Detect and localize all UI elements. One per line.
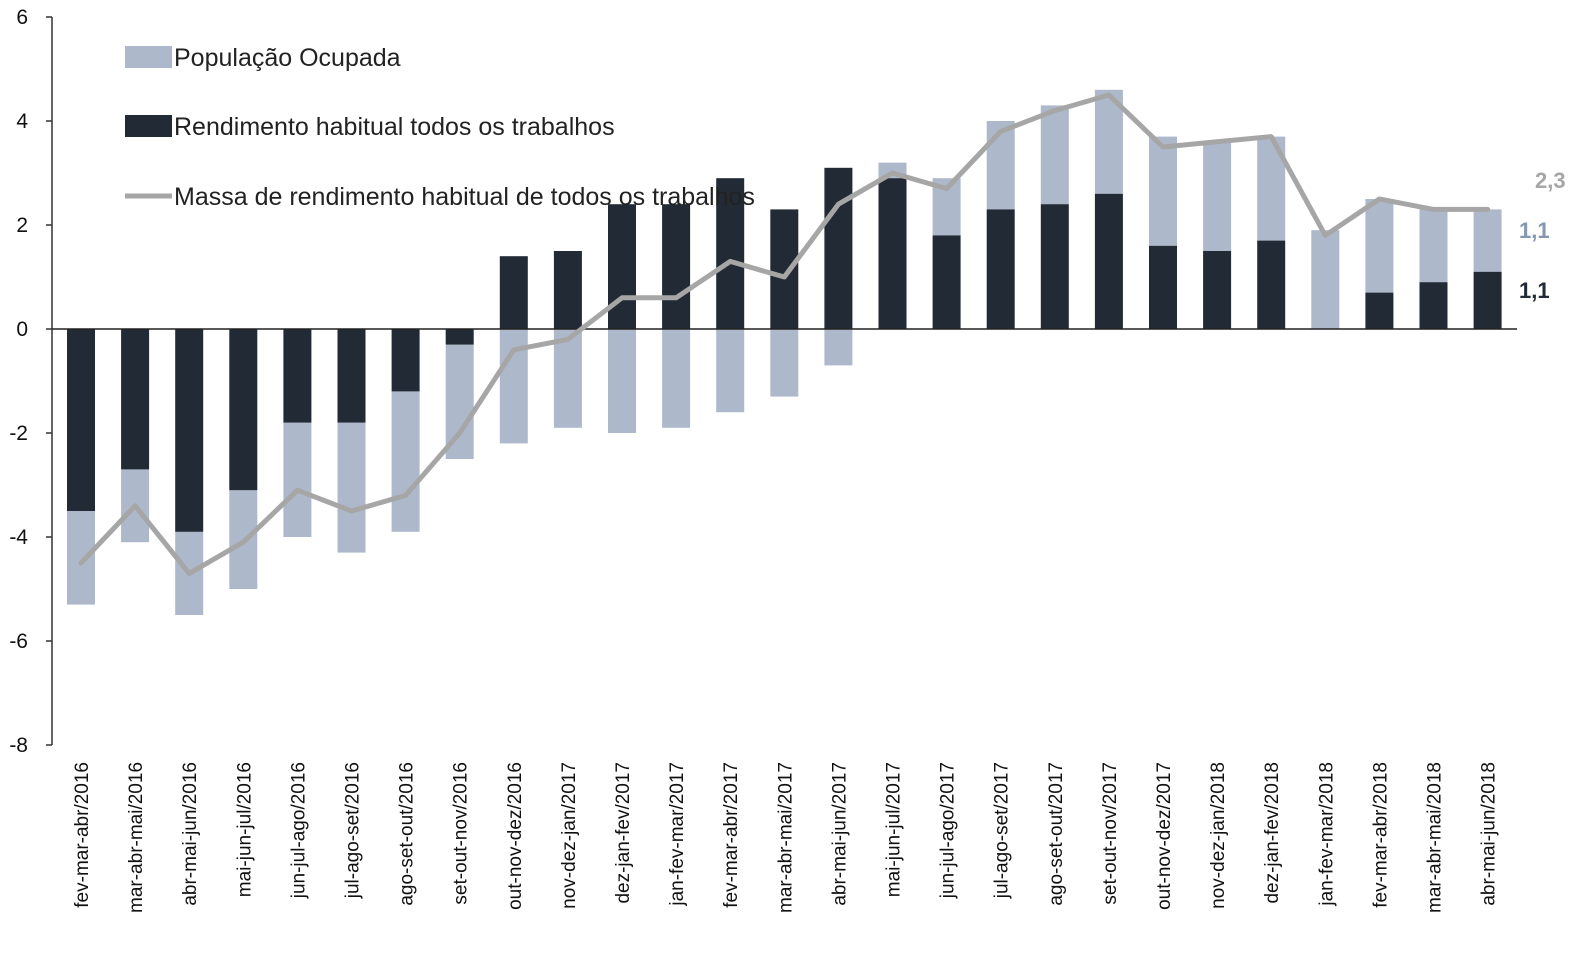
- bar-rendimento: [716, 178, 745, 329]
- end-label-rendimento: 1,1: [1519, 278, 1550, 303]
- x-category-label: mar-abr-mai/2018: [1425, 762, 1446, 913]
- bar-rendimento: [1094, 193, 1123, 329]
- bar-populacao: [1203, 141, 1232, 251]
- x-category-label: jan-fev-mar/2018: [1316, 762, 1337, 907]
- legend-label-rendimento: Rendimento habitual todos os trabalhos: [174, 113, 615, 141]
- bar-rendimento: [499, 256, 528, 329]
- x-category-label: set-out-nov/2016: [451, 762, 472, 905]
- x-category-label: nov-dez-jan/2018: [1208, 762, 1229, 909]
- bar-rendimento: [175, 329, 204, 532]
- bar-populacao: [1311, 230, 1340, 329]
- bar-populacao: [824, 329, 853, 366]
- bar-rendimento: [770, 209, 799, 329]
- bar-rendimento: [391, 329, 420, 392]
- bar-populacao: [391, 391, 420, 532]
- bar-rendimento: [283, 329, 312, 423]
- legend-label-massa: Massa de rendimento habitual de todos os…: [174, 183, 755, 211]
- x-category-label: abr-mai-jun/2018: [1479, 762, 1500, 906]
- bar-rendimento: [878, 178, 907, 329]
- x-category-label: nov-dez-jan/2017: [559, 762, 580, 909]
- y-tick-label: -2: [9, 422, 28, 445]
- x-category-label: out-nov-dez/2017: [1154, 762, 1175, 910]
- y-tick-label: 4: [16, 110, 28, 133]
- x-category-label: abr-mai-jun/2017: [829, 762, 850, 906]
- y-tick-label: 0: [16, 318, 28, 341]
- x-category-label: fev-mar-abr/2018: [1370, 762, 1391, 908]
- bar-populacao: [716, 329, 745, 413]
- x-category-label: out-nov-dez/2016: [505, 762, 526, 910]
- end-label-massa: 2,3: [1535, 168, 1566, 193]
- bar-rendimento: [1040, 204, 1069, 329]
- end-label-populacao: 1,1: [1519, 218, 1550, 243]
- x-category-label: jul-ago-set/2016: [343, 762, 364, 899]
- bar-rendimento: [1257, 240, 1286, 329]
- bar-rendimento: [229, 329, 258, 491]
- x-category-label: fev-mar-abr/2017: [721, 762, 742, 908]
- bar-populacao: [662, 329, 691, 428]
- x-category-label: ago-set-out/2016: [397, 762, 418, 906]
- bar-populacao: [1149, 136, 1177, 246]
- y-tick-label: -6: [9, 630, 28, 653]
- x-category-label: dez-jan-fev/2018: [1262, 762, 1283, 904]
- bar-populacao: [986, 121, 1015, 210]
- legend-swatch-populacao: [125, 46, 172, 68]
- x-category-label: ago-set-out/2017: [1046, 762, 1067, 906]
- bar-rendimento: [1203, 251, 1232, 329]
- x-category-label: mai-jun-jul/2016: [234, 762, 255, 897]
- bar-populacao: [608, 329, 636, 433]
- bar-rendimento: [1149, 245, 1177, 329]
- bar-populacao: [337, 422, 366, 553]
- bar-rendimento: [1365, 292, 1394, 329]
- legend-swatch-rendimento: [125, 115, 172, 137]
- bar-rendimento: [662, 204, 691, 329]
- bar-populacao: [283, 422, 312, 537]
- bar-rendimento: [824, 167, 853, 329]
- y-tick-label: -4: [9, 526, 28, 549]
- bar-rendimento: [1419, 282, 1448, 329]
- x-category-label: abr-mai-jun/2016: [180, 762, 201, 906]
- series-massa-rendimento: [78, 92, 1491, 576]
- bar-populacao: [1365, 199, 1394, 293]
- bar-populacao: [770, 329, 799, 397]
- bar-populacao: [1419, 209, 1448, 283]
- legend-label-populacao: População Ocupada: [174, 44, 401, 72]
- x-category-label: fev-mar-abr/2016: [72, 762, 93, 908]
- x-category-label: jul-ago-set/2017: [992, 762, 1013, 899]
- y-axis: 6 4 2 0 -2 -4 -6 -8: [9, 6, 53, 757]
- bars-populacao-ocupada: [67, 89, 1502, 615]
- y-tick-label: 2: [16, 214, 28, 237]
- x-category-label: jan-fev-mar/2017: [667, 762, 688, 907]
- x-category-label: mar-abr-mai/2016: [126, 762, 147, 913]
- x-category-label: set-out-nov/2017: [1100, 762, 1121, 905]
- x-category-label: dez-jan-fev/2017: [613, 762, 634, 904]
- bar-populacao: [67, 511, 95, 605]
- y-tick-label: -8: [9, 734, 28, 757]
- bars-rendimento-habitual: [67, 167, 1502, 532]
- bar-rendimento: [932, 235, 961, 329]
- bar-rendimento: [445, 329, 474, 345]
- bar-rendimento: [121, 329, 150, 470]
- bar-rendimento: [553, 251, 582, 329]
- bar-rendimento: [1473, 271, 1502, 329]
- bar-rendimento: [986, 209, 1015, 329]
- bar-populacao: [553, 329, 582, 428]
- bar-populacao: [1473, 209, 1502, 272]
- x-category-label: mai-jun-jul/2017: [884, 762, 905, 897]
- legend: População Ocupada Rendimento habitual to…: [125, 44, 755, 211]
- bar-rendimento: [67, 329, 95, 511]
- x-category-label: mar-abr-mai/2017: [775, 762, 796, 913]
- x-category-label: jun-jul-ago/2017: [938, 762, 959, 899]
- y-tick-label: 6: [16, 6, 28, 29]
- x-category-label: jun-jul-ago/2016: [288, 762, 309, 899]
- bar-rendimento: [608, 204, 636, 329]
- end-value-labels: 2,3 1,1 1,1: [1519, 168, 1566, 303]
- bar-populacao: [1040, 105, 1069, 205]
- bar-rendimento: [337, 329, 366, 423]
- bar-populacao: [445, 344, 474, 459]
- x-axis-labels: fev-mar-abr/2016 mar-abr-mai/2016 abr-mai-…: [72, 762, 1500, 913]
